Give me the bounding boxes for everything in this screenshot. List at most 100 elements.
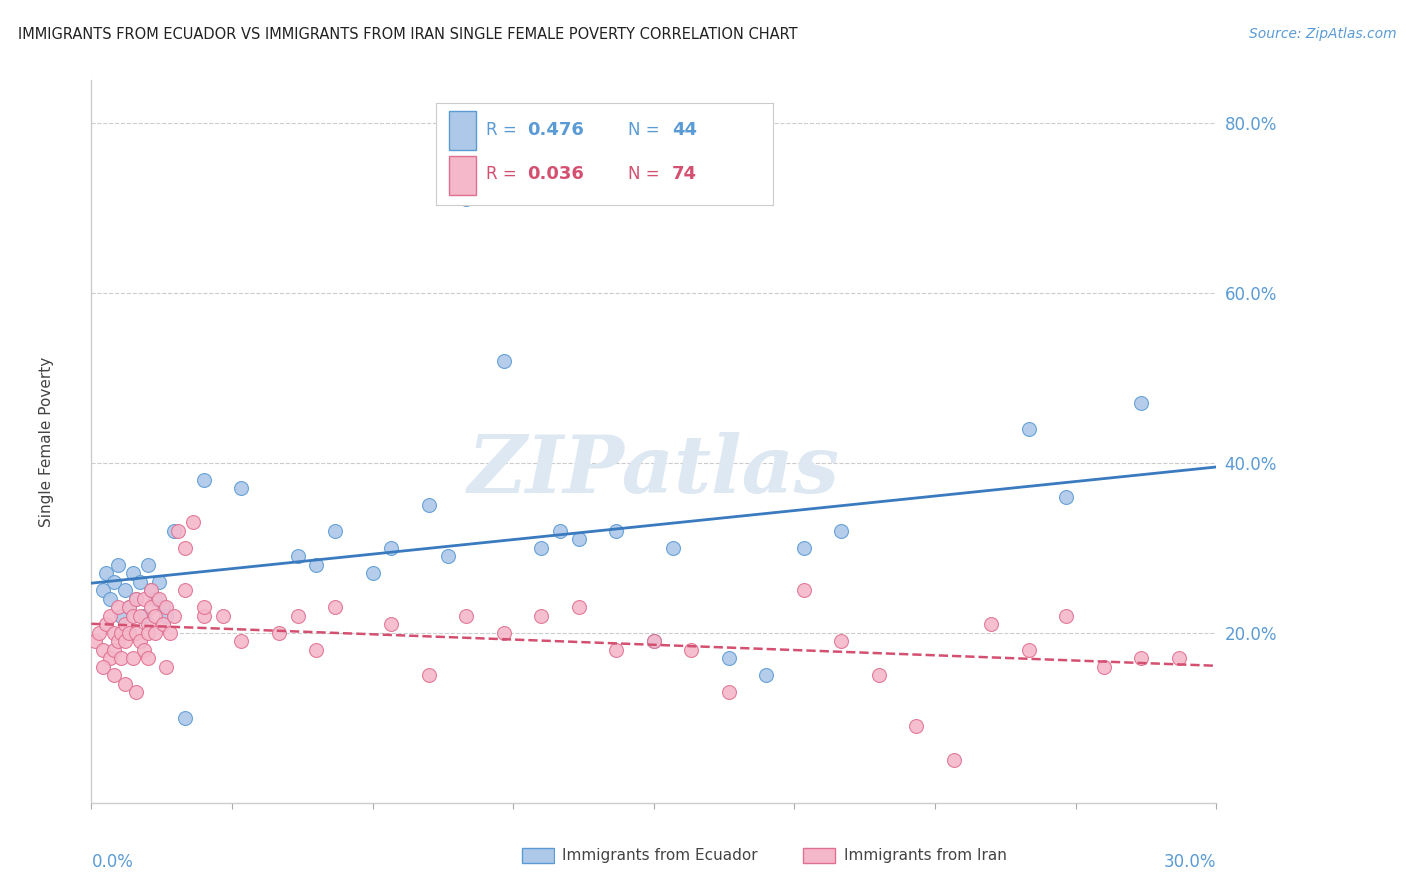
Point [868, 668, 890, 682]
Point [436, 549, 458, 564]
Point [380, 541, 402, 555]
Point [681, 642, 703, 657]
Point [661, 541, 683, 555]
Text: N =: N = [628, 165, 665, 184]
Point [548, 524, 571, 538]
Point [98, 591, 121, 606]
Text: 74: 74 [672, 165, 697, 184]
Point [152, 600, 174, 615]
Text: Source: ZipAtlas.com: Source: ZipAtlas.com [1249, 27, 1396, 41]
Point [152, 617, 174, 632]
Text: Single Female Poverty: Single Female Poverty [39, 357, 53, 526]
Text: 0.0%: 0.0% [91, 854, 134, 871]
Text: Immigrants from Ecuador: Immigrants from Ecuador [562, 848, 758, 863]
FancyBboxPatch shape [803, 847, 835, 863]
Point [143, 591, 166, 606]
Point [98, 608, 121, 623]
Text: 0.476: 0.476 [527, 121, 583, 139]
FancyBboxPatch shape [450, 156, 477, 194]
Point [87, 625, 110, 640]
Text: N =: N = [628, 121, 665, 139]
Point [193, 608, 215, 623]
Point [492, 353, 515, 368]
Point [125, 591, 148, 606]
Point [129, 634, 152, 648]
Point [267, 625, 290, 640]
Point [132, 608, 155, 623]
FancyBboxPatch shape [522, 847, 554, 863]
FancyBboxPatch shape [450, 111, 477, 150]
Point [114, 634, 136, 648]
Point [1054, 608, 1077, 623]
Point [91, 583, 114, 598]
Point [193, 473, 215, 487]
Point [287, 549, 309, 564]
Text: ZIPatlas: ZIPatlas [468, 432, 839, 509]
Point [456, 608, 478, 623]
Point [1018, 422, 1040, 436]
Point [1130, 651, 1153, 665]
Point [114, 617, 136, 632]
Point [1054, 490, 1077, 504]
Point [136, 617, 159, 632]
Point [1092, 660, 1115, 674]
Text: 44: 44 [672, 121, 697, 139]
Point [155, 600, 177, 615]
Point [231, 481, 253, 495]
Point [287, 608, 309, 623]
Point [643, 634, 665, 648]
Point [107, 558, 129, 572]
Point [107, 634, 129, 648]
Point [141, 583, 163, 598]
Point [830, 634, 852, 648]
Point [174, 583, 197, 598]
Point [96, 617, 118, 632]
Point [125, 591, 148, 606]
Text: IMMIGRANTS FROM ECUADOR VS IMMIGRANTS FROM IRAN SINGLE FEMALE POVERTY CORRELATIO: IMMIGRANTS FROM ECUADOR VS IMMIGRANTS FR… [18, 27, 797, 42]
Point [605, 642, 627, 657]
Point [530, 608, 553, 623]
Point [125, 685, 148, 699]
Point [136, 625, 159, 640]
Point [166, 524, 188, 538]
Point [163, 524, 186, 538]
Point [121, 566, 143, 581]
Point [118, 600, 141, 615]
Point [380, 617, 402, 632]
Text: 30.0%: 30.0% [1164, 854, 1216, 871]
Point [181, 516, 204, 530]
Point [103, 574, 125, 589]
Point [129, 574, 152, 589]
Point [98, 651, 121, 665]
Point [110, 651, 132, 665]
Point [110, 625, 132, 640]
Point [323, 600, 346, 615]
Point [793, 583, 815, 598]
Point [305, 642, 328, 657]
Point [141, 600, 163, 615]
Text: R =: R = [486, 121, 523, 139]
Point [96, 566, 118, 581]
Point [643, 634, 665, 648]
Text: Immigrants from Iran: Immigrants from Iran [844, 848, 1007, 863]
Point [174, 541, 197, 555]
Point [114, 583, 136, 598]
Point [121, 651, 143, 665]
Point [118, 600, 141, 615]
Point [418, 498, 440, 512]
Point [136, 558, 159, 572]
Point [148, 574, 170, 589]
Point [755, 668, 778, 682]
Point [492, 625, 515, 640]
Point [717, 651, 740, 665]
Point [103, 668, 125, 682]
Point [980, 617, 1002, 632]
Point [211, 608, 233, 623]
Point [305, 558, 328, 572]
Point [568, 533, 591, 547]
Text: 0.036: 0.036 [527, 165, 583, 184]
Point [530, 541, 553, 555]
Point [118, 625, 141, 640]
Point [155, 660, 177, 674]
Point [125, 625, 148, 640]
